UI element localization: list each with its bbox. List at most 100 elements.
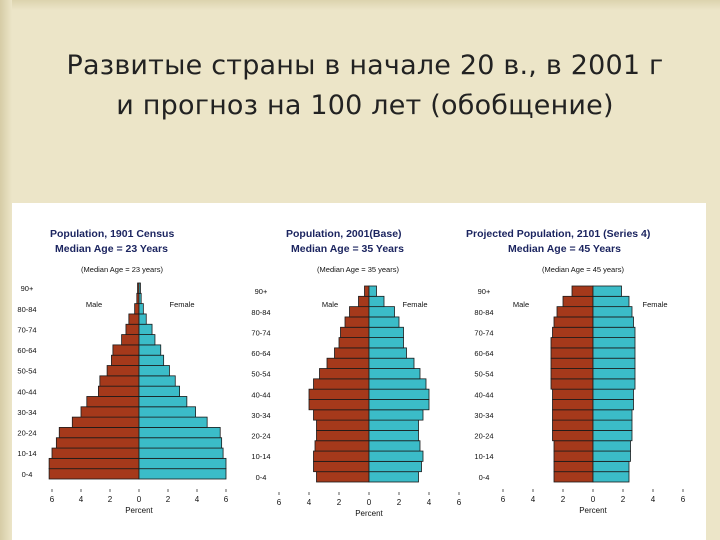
bar-male [134,303,140,315]
bar-male [313,450,370,462]
bar-female [138,365,170,377]
y-tick-label: 10-14 [474,452,493,461]
x-tick-label: 4 [531,495,536,504]
bar-female [368,471,419,483]
bar-female [138,375,176,387]
bar-female [592,419,633,431]
chart-subtitle: Median Age = 45 Years [508,243,621,255]
bar-female [138,344,162,356]
chart-title: Population, 1901 Census [50,228,174,240]
y-tick-label: 70-74 [17,325,36,334]
y-tick-label: 40-44 [251,390,270,399]
bar-female [138,437,223,449]
x-tick-label: 4 [427,498,432,507]
y-tick-label: 60-64 [251,349,270,358]
bar-male [48,468,140,480]
x-tick-label: 0 [367,498,372,507]
bar-female [138,396,188,408]
bar-female [592,471,630,483]
bar-female [592,378,636,390]
y-tick-label: 90+ [478,287,491,296]
y-tick-label: 80-84 [474,308,493,317]
y-tick-label: 80-84 [17,305,36,314]
bar-male [553,316,594,328]
bar-female [368,295,385,308]
bar-female [138,313,147,325]
bar-female [592,460,630,473]
bar-female [592,409,633,421]
bar-female [592,399,634,411]
bar-male [553,471,594,483]
x-axis-label: Percent [355,509,383,518]
bar-female [138,427,221,439]
legend-female: Female [642,300,667,309]
y-tick-label: 0-4 [22,470,33,479]
bar-male [550,347,594,359]
chart-subtitle: Median Age = 23 Years [55,243,168,255]
bar-male [552,430,594,442]
legend-male: Male [513,300,529,309]
bar-female [368,357,415,369]
x-tick-label: 0 [137,495,142,504]
slide-title: Развитые страны в начале 20 в., в 2001 г… [20,46,710,126]
x-tick-label: 6 [501,495,506,504]
y-tick-label: 70-74 [474,328,493,337]
bar-female [138,385,180,397]
bar-female [592,430,633,442]
bar-male [80,406,140,418]
x-tick-label: 2 [621,495,626,504]
bar-female [368,399,430,411]
y-tick-label: 30-34 [17,408,36,417]
x-tick-label: 4 [79,495,84,504]
chart-subtitle: Median Age = 35 Years [291,243,404,255]
x-tick-label: 0 [591,495,596,504]
bar-female [592,388,634,400]
legend-female: Female [169,300,194,309]
bar-male [552,409,594,421]
bar-male [562,295,594,308]
bar-male [111,354,140,366]
bar-female [138,292,142,305]
bar-female [592,357,636,369]
bar-female [138,416,208,428]
chart-annotation: (Median Age = 35 years) [317,265,399,274]
bar-female [592,295,630,308]
bar-male [316,419,370,431]
bar-male [51,447,140,459]
bar-male [552,419,594,431]
bar-female [592,347,636,359]
y-tick-label: 30-34 [474,411,493,420]
bar-female [138,468,227,480]
bar-female [138,406,196,418]
bar-female [368,316,400,328]
bar-female [592,306,633,318]
bar-female [368,419,419,431]
bar-male [553,440,594,452]
bar-male [340,326,370,338]
legend-male: Male [322,300,338,309]
bar-male [550,378,594,390]
x-tick-label: 2 [397,498,402,507]
y-tick-label: 60-64 [474,349,493,358]
bar-female [138,334,156,346]
bar-male [319,368,370,380]
bar-male [106,365,140,377]
y-tick-label: 20-24 [17,429,36,438]
x-tick-label: 6 [681,495,686,504]
bar-male [313,409,370,421]
bar-female [368,306,395,318]
x-tick-label: 6 [224,495,229,504]
bar-female [368,388,430,400]
bar-male [308,399,370,411]
x-tick-label: 2 [337,498,342,507]
bar-male [48,457,140,470]
x-tick-label: 2 [108,495,113,504]
y-tick-label: 10-14 [251,452,270,461]
y-tick-label: 50-54 [474,370,493,379]
bar-female [368,337,404,349]
y-tick-label: 50-54 [251,370,270,379]
x-tick-label: 2 [166,495,171,504]
slide-frame-left [0,0,12,540]
bar-male [553,450,594,462]
bar-male [364,285,370,297]
